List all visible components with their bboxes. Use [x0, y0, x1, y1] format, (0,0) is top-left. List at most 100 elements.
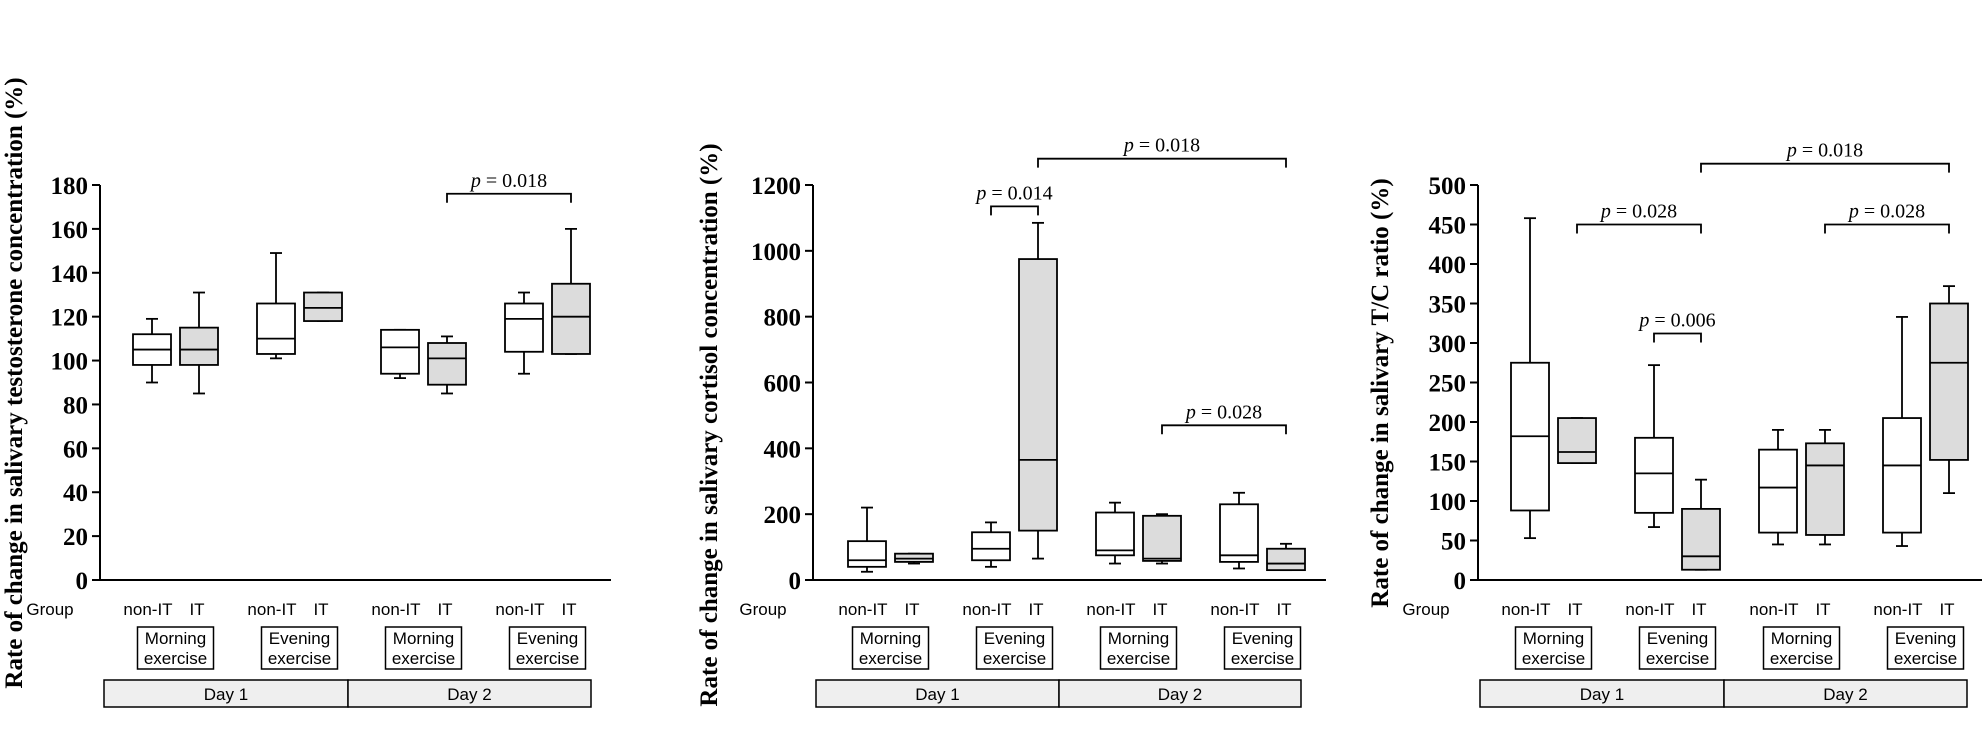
group-label: Group [739, 600, 786, 619]
panel-1: Rate of change in salivary testosterone … [1, 77, 611, 708]
significance-bracket: p = 0.006 [1637, 310, 1716, 343]
y-tick-label: 50 [1441, 529, 1466, 556]
day-bar [103, 679, 349, 708]
day-label: Day 1 [204, 685, 248, 704]
y-tick-label: 120 [51, 305, 89, 332]
p-symbol: p [1184, 401, 1196, 423]
box-4: IT [1018, 221, 1058, 619]
box-rect [303, 291, 343, 322]
group-tick-label: IT [313, 600, 328, 619]
y-tick-label: 100 [51, 349, 89, 376]
session-label-line2: exercise [1770, 649, 1833, 668]
box-rect [1681, 507, 1721, 571]
p-value-label: p = 0.028 [1184, 401, 1262, 423]
box-2: IT [179, 291, 219, 619]
box-rect [971, 531, 1011, 562]
group-tick-label: IT [1939, 600, 1954, 619]
box-6: IT [427, 335, 467, 619]
panel-3: Rate of change in salivary T/C ratio (%)… [1367, 140, 1982, 708]
group-tick-label: non-IT [1086, 600, 1135, 619]
session-label-line2: exercise [1231, 649, 1294, 668]
box-rect [1018, 258, 1058, 532]
p-value: = 0.018 [1797, 140, 1863, 162]
bracket-line [990, 205, 1039, 216]
box-4: IT [1681, 478, 1721, 619]
box-5: non-IT [371, 328, 421, 619]
session-label-line2: exercise [516, 649, 579, 668]
box-2: IT [894, 552, 934, 619]
session-label-line2: exercise [392, 649, 455, 668]
y-tick-label: 1000 [751, 239, 801, 266]
bracket-line [1576, 223, 1702, 234]
group-tick-label: non-IT [1873, 600, 1922, 619]
day-bar [347, 679, 592, 708]
box-rect [179, 326, 219, 366]
box-3: non-IT [1625, 364, 1675, 619]
bracket-line [1700, 162, 1950, 173]
group-tick-label: non-IT [371, 600, 420, 619]
box-3: non-IT [247, 252, 297, 619]
group-tick-label: IT [1567, 600, 1582, 619]
day-label: Day 2 [447, 685, 491, 704]
p-value-label: p = 0.018 [1122, 135, 1200, 157]
group-tick-label: IT [1815, 600, 1830, 619]
box-rect [1634, 436, 1674, 514]
group-tick-label: non-IT [495, 600, 544, 619]
group-tick-label: IT [1028, 600, 1043, 619]
bracket-line [446, 192, 572, 203]
session-label-line1: Morning [393, 629, 454, 648]
group-label: Group [26, 600, 73, 619]
group-tick-label: IT [1276, 600, 1291, 619]
y-tick-label: 450 [1429, 213, 1467, 240]
group-tick-label: IT [1691, 600, 1706, 619]
session-frame [1099, 626, 1178, 670]
y-tick-label: 600 [764, 371, 802, 398]
bracket-line [1037, 157, 1287, 168]
box-1: non-IT [123, 317, 173, 619]
y-axis-label: Rate of change in salivary testosterone … [1, 77, 28, 688]
session-frame [508, 626, 587, 670]
significance-bracket: p = 0.028 [1576, 201, 1702, 234]
p-symbol: p [1847, 201, 1859, 223]
group-tick-label: IT [437, 600, 452, 619]
y-tick-label: 100 [1429, 489, 1467, 516]
day-label: Day 1 [1580, 685, 1624, 704]
y-tick-label: 0 [789, 568, 802, 595]
y-axis-label: Rate of change in salivary cortisol conc… [696, 143, 723, 706]
y-tick-label: 20 [63, 524, 88, 551]
panel-2: Rate of change in salivary cortisol conc… [696, 135, 1326, 708]
session-frame [1762, 626, 1841, 670]
box-rect [1557, 417, 1597, 464]
bracket-line [1653, 332, 1702, 343]
p-symbol: p [1637, 310, 1649, 332]
significance-bracket: p = 0.018 [1037, 135, 1287, 168]
box-7: non-IT [1873, 316, 1923, 619]
y-tick-label: 160 [51, 217, 89, 244]
p-value-label: p = 0.006 [1637, 310, 1715, 332]
box-6: IT [1805, 428, 1845, 619]
y-tick-label: 0 [76, 568, 89, 595]
box-5: non-IT [1749, 428, 1799, 619]
group-tick-label: non-IT [1625, 600, 1674, 619]
y-tick-label: 0 [1454, 568, 1467, 595]
day-label: Day 2 [1823, 685, 1867, 704]
session-label-line1: Evening [1232, 629, 1293, 648]
p-value-label: p = 0.028 [1847, 201, 1925, 223]
session-label-line2: exercise [144, 649, 207, 668]
day-label: Day 1 [915, 685, 959, 704]
box-3: non-IT [962, 521, 1012, 619]
session-label-line1: Evening [517, 629, 578, 648]
day-bar [1723, 679, 1968, 708]
bracket-line [1824, 223, 1950, 234]
session-label-line2: exercise [1522, 649, 1585, 668]
box-rect [380, 328, 420, 375]
session-label-line1: Morning [1771, 629, 1832, 648]
box-7: non-IT [495, 291, 545, 619]
p-value: = 0.018 [481, 170, 547, 192]
